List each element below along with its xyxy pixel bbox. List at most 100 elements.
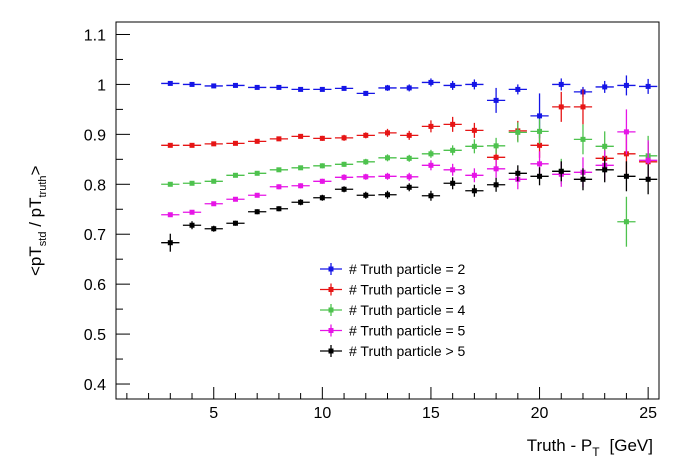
marker: [232, 82, 238, 88]
data-point: [378, 154, 397, 162]
data-point: [573, 124, 593, 155]
marker: [471, 143, 477, 149]
marker: [428, 162, 434, 168]
data-point: [617, 75, 636, 96]
data-point: [356, 158, 375, 165]
y-tick-label: 0.6: [84, 277, 106, 294]
legend-label: # Truth particle = 2: [349, 261, 466, 277]
x-tick-label: 10: [313, 405, 331, 422]
marker: [232, 196, 238, 202]
marker: [537, 113, 543, 119]
marker: [276, 184, 282, 190]
data-point: [595, 80, 614, 93]
data-point: [269, 84, 289, 90]
data-point: [269, 136, 289, 142]
y-axis-label: <pTstd / pTtruth>: [26, 166, 49, 277]
data-point: [182, 221, 202, 230]
y-tick-label: 0.5: [84, 327, 106, 344]
marker: [385, 192, 390, 198]
marker: [385, 130, 390, 136]
marker: [254, 170, 260, 176]
marker: [298, 183, 304, 189]
marker: [232, 220, 238, 226]
marker: [493, 166, 499, 172]
marker: [645, 157, 651, 163]
data-point: [486, 87, 506, 113]
data-point: [204, 201, 223, 207]
data-point: [508, 165, 527, 182]
data-point: [248, 192, 267, 198]
x-tick-label: 25: [639, 405, 657, 422]
marker: [363, 90, 369, 96]
data-point: [334, 134, 354, 141]
y-tick-label: 1.1: [84, 27, 106, 44]
marker: [211, 83, 217, 89]
data-point: [291, 165, 310, 171]
marker: [167, 240, 173, 246]
data-point: [204, 141, 223, 147]
data-point: [313, 86, 332, 92]
marker: [428, 193, 434, 199]
data-point: [226, 140, 245, 146]
marker: [428, 123, 434, 129]
marker: [232, 172, 238, 178]
data-point: [334, 161, 354, 167]
marker: [623, 129, 629, 135]
data-point: [226, 220, 245, 226]
marker: [450, 82, 456, 88]
marker: [189, 180, 195, 186]
data-point: [421, 120, 441, 133]
y-tick-label: 0.4: [84, 377, 106, 394]
marker: [602, 143, 608, 149]
data-point: [530, 167, 549, 186]
marker: [298, 199, 304, 205]
data-point: [291, 133, 310, 139]
legend-swatch-marker: [328, 287, 334, 292]
data-point: [639, 164, 658, 195]
axis-ticks: 5 10 15 20 25 0.4 0.5 0.6 0.7 0.8 0.9 1 1.1: [84, 27, 657, 422]
marker: [341, 135, 347, 141]
data-point: [400, 154, 419, 162]
data-point: [443, 177, 462, 190]
marker: [493, 97, 499, 103]
marker: [298, 165, 304, 171]
marker: [558, 81, 564, 87]
data-point: [465, 168, 484, 183]
data-point: [595, 157, 614, 183]
data-point: [573, 168, 593, 191]
marker: [319, 195, 325, 201]
data-point: [378, 190, 397, 199]
marker: [319, 86, 325, 92]
data-point: [465, 122, 484, 138]
data-point: [378, 172, 397, 180]
marker: [515, 129, 521, 135]
data-point: [356, 132, 375, 139]
legend-entry: # Truth particle = 5: [320, 323, 466, 339]
legend-entry: # Truth particle = 2: [320, 261, 466, 277]
data-point: [226, 172, 245, 178]
data-point: [291, 199, 310, 206]
data-point: [508, 84, 527, 95]
y-axis-label-sub1: std: [37, 232, 49, 247]
data-point: [313, 178, 332, 184]
legend-label: # Truth particle > 5: [349, 343, 466, 359]
data-point: [313, 194, 332, 201]
data-point: [617, 161, 636, 192]
marker: [298, 86, 304, 92]
y-tick-label: 0.7: [84, 227, 106, 244]
marker: [602, 167, 608, 173]
data-point: [248, 209, 267, 215]
data-point: [443, 116, 462, 132]
data-point: [486, 159, 506, 178]
marker: [276, 84, 282, 90]
marker: [623, 82, 629, 88]
data-point: [356, 90, 375, 96]
data-point: [269, 167, 289, 173]
marker: [471, 127, 477, 133]
marker: [189, 142, 195, 148]
data-point: [443, 80, 462, 90]
marker: [363, 132, 369, 138]
marker: [276, 136, 282, 142]
data-point: [617, 109, 636, 155]
data-point: [182, 209, 202, 215]
